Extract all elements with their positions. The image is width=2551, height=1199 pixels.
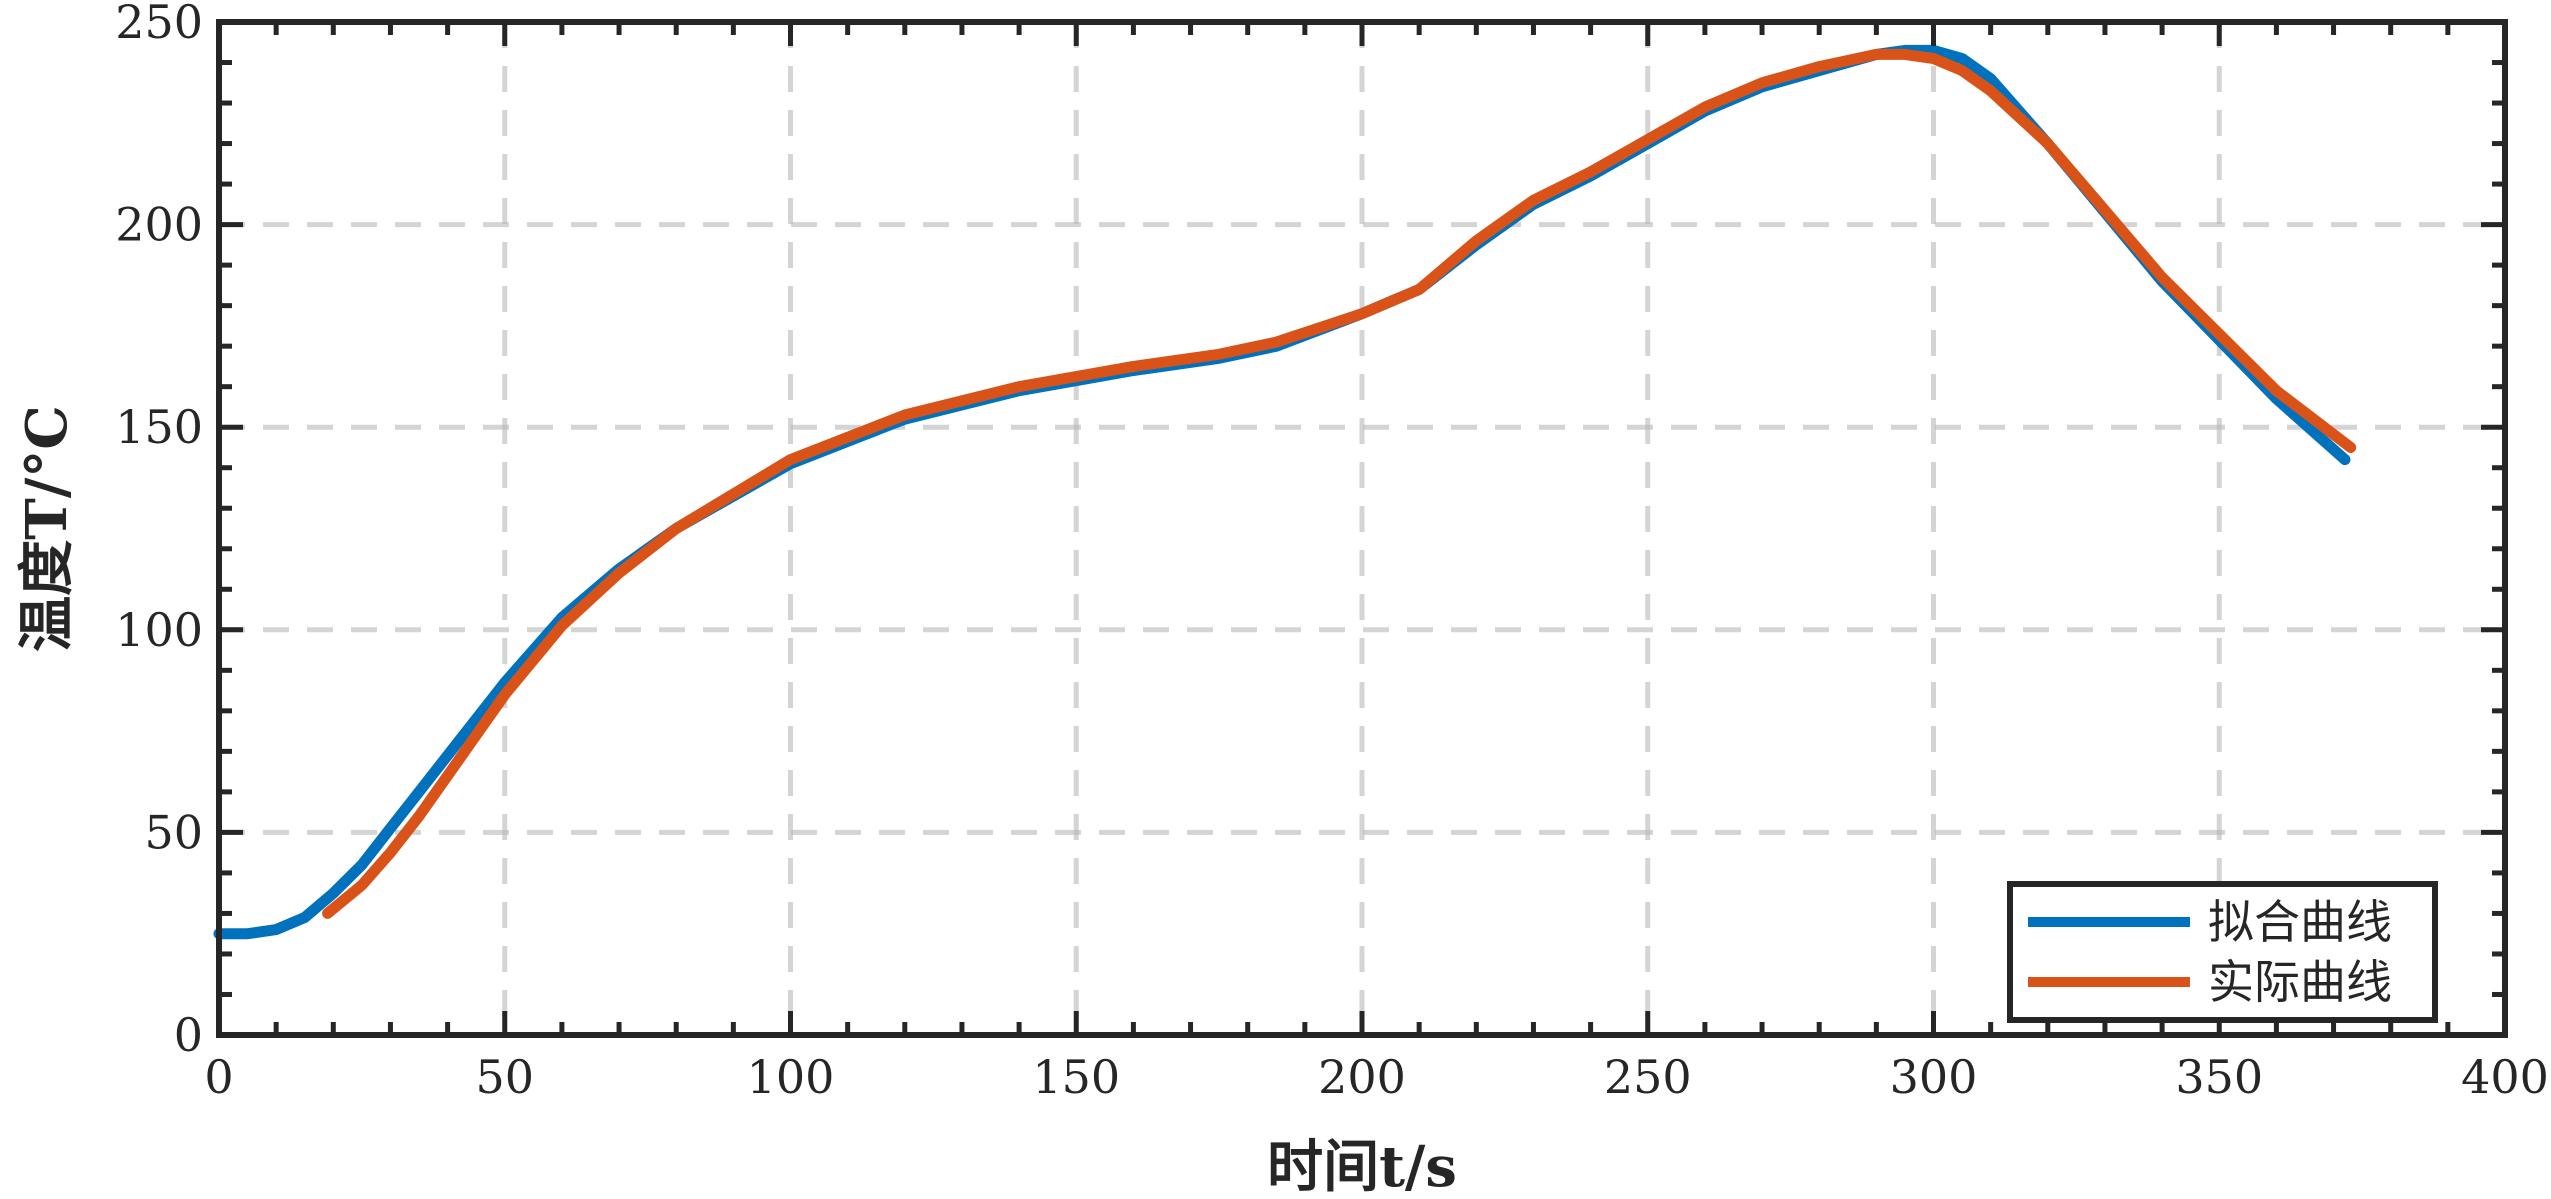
plot-lines (213, 44, 2357, 940)
legend-label-fit: 拟合曲线 (2208, 895, 2392, 949)
y-axis-title: 温度T/°C (14, 405, 80, 652)
x-tick-label: 300 (1890, 1050, 1978, 1104)
y-tick-label: 150 (115, 400, 203, 454)
x-tick-label: 200 (1318, 1050, 1406, 1104)
x-axis-title: 时间t/s (1267, 1134, 1457, 1199)
x-tick-label: 0 (204, 1050, 233, 1104)
legend: 拟合曲线 实际曲线 (2007, 881, 2438, 1023)
x-tick-label: 100 (747, 1050, 835, 1104)
y-tick-label: 250 (115, 0, 203, 49)
series-line-actual (322, 48, 2357, 919)
y-axis-ticks: 0 50 100 150 200 250 (115, 0, 2505, 1062)
x-tick-label: 250 (1604, 1050, 1692, 1104)
legend-label-actual: 实际曲线 (2208, 955, 2392, 1009)
y-tick-label: 200 (115, 198, 203, 252)
y-tick-label: 100 (115, 603, 203, 657)
x-axis-ticks: 0 50 100 150 200 250 300 350 400 (204, 22, 2549, 1104)
x-tick-label: 350 (2175, 1050, 2263, 1104)
y-tick-label: 50 (144, 805, 203, 859)
legend-box (2007, 881, 2438, 1023)
x-tick-label: 50 (475, 1050, 534, 1104)
x-tick-label: 150 (1032, 1050, 1120, 1104)
y-tick-label: 0 (174, 1008, 203, 1062)
x-tick-label: 400 (2461, 1050, 2549, 1104)
